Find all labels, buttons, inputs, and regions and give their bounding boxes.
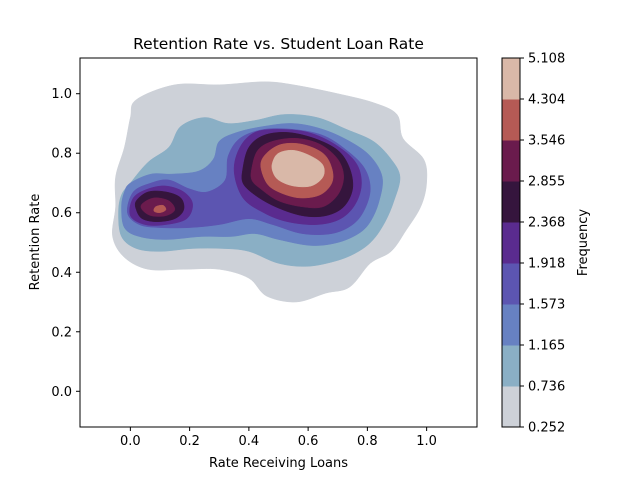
y-tick-label: 0.0: [51, 385, 72, 400]
x-tick-label: 0.4: [239, 434, 260, 449]
x-tick-label: 0.6: [298, 434, 319, 449]
y-axis-ticks: 0.0 0.2 0.4 0.6 0.8 1.0: [51, 87, 80, 400]
colorbar-tick-label: 1.918: [528, 257, 565, 272]
colorbar-label: Frequency: [576, 209, 591, 276]
colorbar-tick-label: 2.368: [528, 216, 565, 231]
plot-area: 0.0 0.2 0.4 0.6 0.8 1.0 0.0 0.2 0.4 0.6 0.8 1.0: [51, 57, 478, 449]
x-axis-label: Rate Receiving Loans: [209, 456, 348, 471]
colorbar-tick-label: 3.546: [528, 134, 565, 149]
colorbar-band: [502, 140, 520, 182]
y-tick-label: 0.8: [51, 147, 72, 162]
colorbar-tick-label: 0.736: [528, 380, 565, 395]
y-axis-label: Retention Rate: [28, 194, 43, 291]
contour-layer: [112, 81, 428, 303]
colorbar-tick-label: 1.165: [528, 339, 565, 354]
colorbar-band: [502, 304, 520, 346]
colorbar-tick-label: 4.304: [528, 93, 565, 108]
contour-region-level-8: [271, 149, 325, 188]
colorbar-ticks: 0.252 0.736 1.165 1.573 1.918 2.368 2.855 3.546…: [520, 52, 565, 436]
colorbar-tick-label: 1.573: [528, 298, 565, 313]
colorbar-bands: [502, 58, 520, 428]
colorbar-band: [502, 386, 520, 428]
colorbar-tick-label: 5.108: [528, 52, 565, 67]
colorbar: 0.252 0.736 1.165 1.573 1.918 2.368 2.855 3.546…: [501, 52, 591, 436]
colorbar-band: [502, 345, 520, 387]
y-tick-label: 0.2: [51, 325, 72, 340]
colorbar-tick-label: 2.855: [528, 175, 565, 190]
colorbar-tick-label: 0.252: [528, 421, 565, 436]
colorbar-band: [502, 263, 520, 305]
y-tick-label: 0.6: [51, 206, 72, 221]
chart-title: Retention Rate vs. Student Loan Rate: [133, 35, 424, 53]
y-tick-label: 1.0: [51, 87, 72, 102]
colorbar-frame: [501, 57, 521, 428]
colorbar-band: [502, 58, 520, 100]
y-tick-label: 0.4: [51, 266, 72, 281]
x-tick-label: 0.0: [120, 434, 141, 449]
axes-frame: [79, 57, 478, 428]
x-tick-label: 0.2: [179, 434, 200, 449]
contour-region-level-7: [153, 204, 167, 214]
colorbar-band: [502, 181, 520, 223]
x-tick-label: 0.8: [357, 434, 378, 449]
x-tick-label: 1.0: [416, 434, 437, 449]
colorbar-band: [502, 99, 520, 141]
colorbar-band: [502, 222, 520, 264]
x-axis-ticks: 0.0 0.2 0.4 0.6 0.8 1.0: [120, 427, 437, 449]
